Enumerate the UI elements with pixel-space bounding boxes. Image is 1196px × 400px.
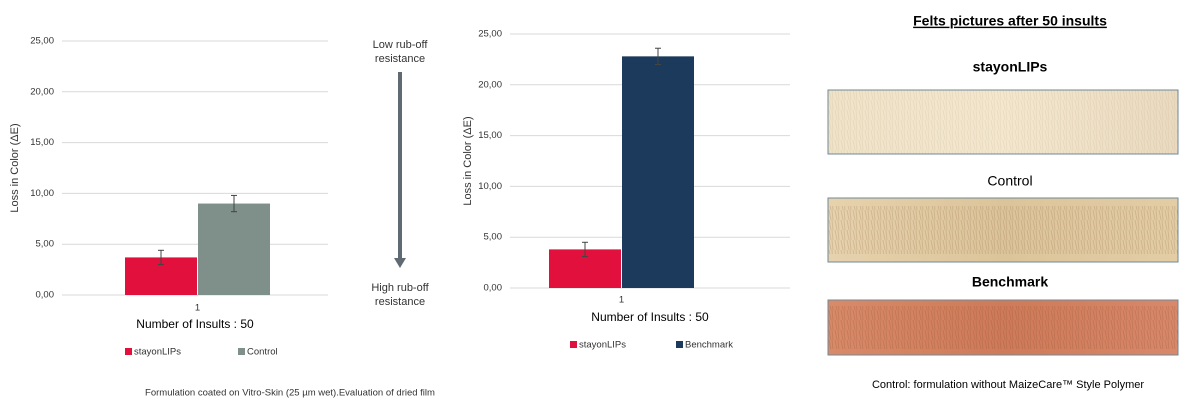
- footnote: Formulation coated on Vitro-Skin (25 µm …: [145, 388, 435, 399]
- y-tick-label: 5,00: [484, 232, 503, 243]
- arrow-head: [394, 258, 406, 268]
- x-axis-label: Number of Insults : 50: [136, 317, 254, 331]
- rub-off-arrow: Low rub-off resistance High rub-off resi…: [371, 39, 429, 308]
- legend-swatch: [125, 348, 132, 355]
- felt-label: stayonLIPs: [973, 59, 1048, 75]
- felts-title: Felts pictures after 50 insults: [913, 13, 1107, 29]
- x-tick-label: 1: [195, 303, 200, 314]
- felts-panel: Felts pictures after 50 insults stayonLI…: [827, 13, 1179, 391]
- felts-note: Control: formulation without MaizeCare™ …: [872, 379, 1144, 391]
- arrow-label: resistance: [375, 296, 425, 308]
- felt-texture: [828, 90, 1178, 154]
- y-tick-label: 15,00: [478, 130, 502, 141]
- y-tick-label: 25,00: [30, 36, 54, 47]
- y-tick-label: 0,00: [484, 283, 503, 294]
- legend-label: Control: [247, 347, 278, 358]
- y-axis-label: Loss in Color (ΔE): [9, 123, 21, 212]
- y-tick-label: 10,00: [30, 188, 54, 199]
- bar: [622, 56, 694, 288]
- y-tick-label: 20,00: [478, 79, 502, 90]
- legend-swatch: [238, 348, 245, 355]
- y-tick-label: 20,00: [30, 86, 54, 97]
- arrow-label: resistance: [375, 53, 425, 65]
- legend-swatch: [676, 341, 683, 348]
- bar: [198, 203, 270, 295]
- legend-label: stayonLIPs: [579, 340, 626, 351]
- felt-texture: [828, 206, 1178, 254]
- arrow-label: High rub-off: [371, 282, 429, 294]
- felt-label: Benchmark: [972, 274, 1048, 290]
- y-tick-label: 15,00: [30, 137, 54, 148]
- y-axis-label: Loss in Color (ΔE): [462, 116, 474, 205]
- arrow-label: Low rub-off: [373, 39, 429, 51]
- y-tick-label: 10,00: [478, 181, 502, 192]
- x-tick-label: 1: [619, 295, 624, 306]
- felt-texture: [828, 306, 1178, 349]
- y-tick-label: 25,00: [478, 29, 502, 40]
- legend-swatch: [570, 341, 577, 348]
- legend-label: Benchmark: [685, 340, 733, 351]
- x-axis-label: Number of Insults : 50: [591, 310, 709, 324]
- y-tick-label: 5,00: [36, 239, 55, 250]
- y-tick-label: 0,00: [36, 290, 55, 301]
- felt-label: Control: [987, 173, 1032, 189]
- legend-label: stayonLIPs: [134, 347, 181, 358]
